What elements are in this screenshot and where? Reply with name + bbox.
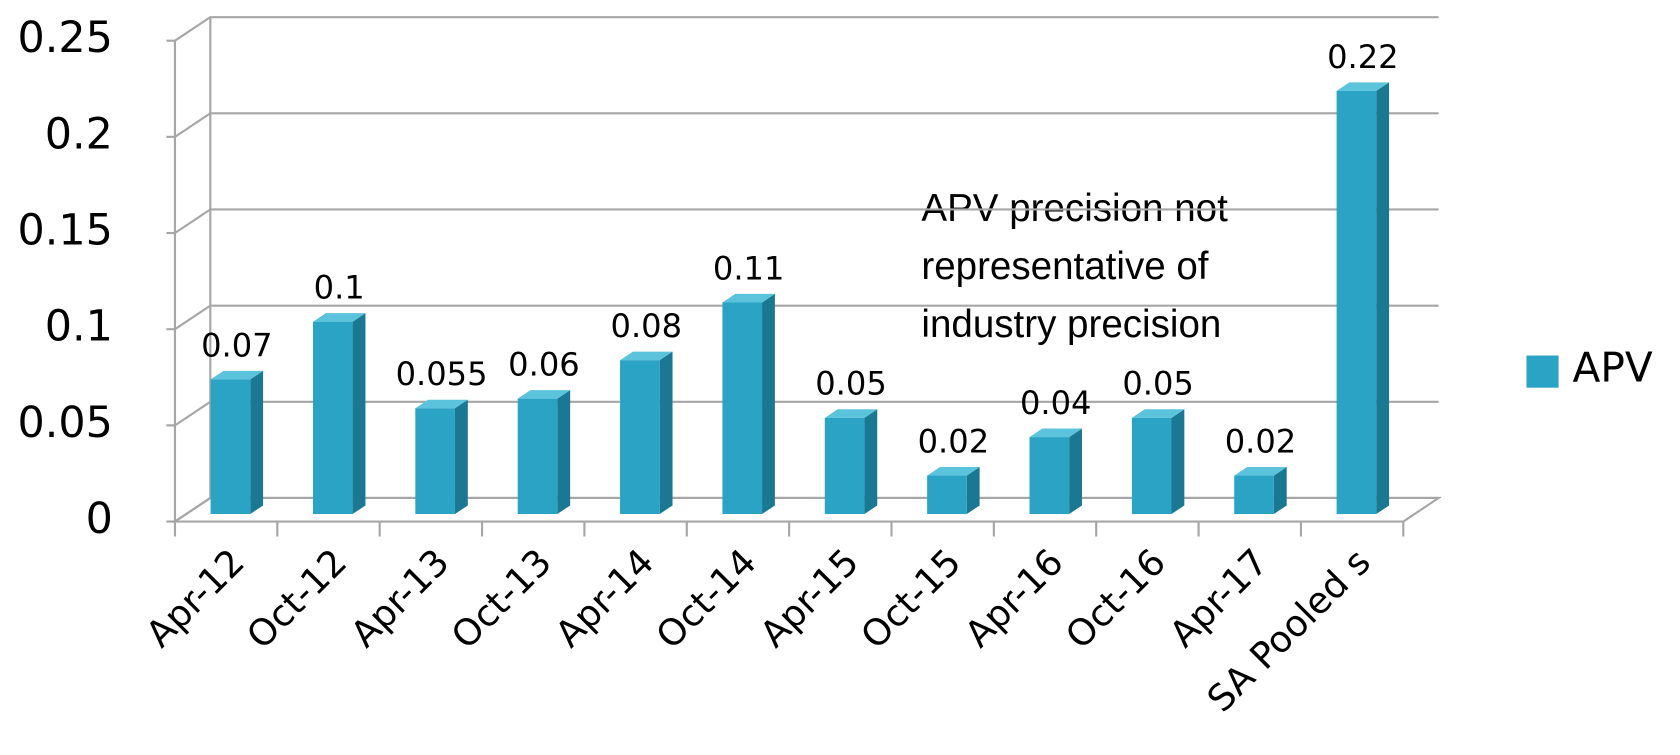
x-tick-label: Oct-13 (443, 540, 560, 657)
x-tick-label: Apr-14 (547, 540, 662, 655)
bar-front (517, 398, 558, 515)
x-tick-label: Apr-12 (137, 540, 252, 655)
bar-top (824, 409, 878, 418)
annotation-line: industry precision (921, 303, 1221, 346)
x-tick-label: Apr-15 (752, 540, 867, 655)
data-label: 0.055 (396, 355, 488, 393)
x-tick-label: Oct-12 (238, 540, 355, 657)
data-label: 0.11 (713, 249, 785, 287)
bar-top (1336, 82, 1390, 91)
bar-top (517, 390, 571, 399)
bar-top (927, 467, 980, 476)
data-label: 0.07 (201, 326, 273, 364)
bar-side (762, 293, 775, 515)
bar-top (1234, 467, 1287, 476)
grid-line (174, 16, 1439, 42)
bar (517, 390, 571, 515)
data-label: 0.22 (1327, 38, 1399, 76)
bar-side (966, 467, 980, 515)
bar (824, 409, 878, 515)
bar-top (722, 293, 775, 303)
data-label: 0.08 (611, 307, 683, 345)
bar-side (557, 390, 571, 515)
bar (312, 313, 366, 515)
x-tick-label: Oct-16 (1057, 540, 1174, 657)
grid-line (174, 496, 1439, 523)
grid-line (174, 304, 1439, 331)
bar (1131, 409, 1185, 515)
data-label: 0.04 (1020, 384, 1091, 422)
bar (1029, 428, 1082, 515)
bar (620, 351, 673, 515)
bar-top (620, 351, 673, 361)
bar-side (352, 313, 366, 515)
bar-top (312, 313, 366, 322)
bar-top (1131, 409, 1185, 418)
bar-top (415, 399, 468, 409)
bar (927, 467, 980, 515)
bar (210, 370, 264, 515)
x-tick-label: Apr-16 (956, 540, 1071, 655)
bar-front (1336, 90, 1377, 515)
data-label: 0.02 (1225, 422, 1297, 460)
bar (1234, 467, 1287, 515)
data-label: 0.05 (815, 365, 887, 403)
y-tick-label: 0.05 (17, 398, 112, 448)
legend-label: APV (1573, 344, 1653, 392)
bar-side (1069, 428, 1082, 515)
bar-front (722, 302, 763, 515)
bar (722, 293, 775, 515)
bar-side (1273, 467, 1287, 515)
bar-front (1234, 475, 1274, 515)
data-label: 0.06 (508, 346, 580, 384)
bar-front (312, 321, 353, 515)
y-tick-label: 0.2 (45, 109, 113, 159)
data-label: 0.05 (1122, 365, 1194, 403)
data-label: 0.02 (918, 422, 990, 460)
y-tick-label: 0 (86, 494, 113, 544)
bar-front (210, 379, 251, 515)
bar-front (1029, 437, 1070, 515)
bar-side (864, 409, 878, 515)
bar-top (1029, 428, 1082, 438)
y-tick-label: 0.1 (45, 302, 113, 352)
bar-side (1376, 82, 1390, 515)
grid-line (174, 112, 1439, 138)
bar-front (824, 417, 865, 515)
bar-front (1131, 417, 1172, 515)
bar-top (210, 370, 264, 380)
bar-side (454, 399, 468, 515)
x-tick-label: Oct-15 (852, 540, 969, 657)
bar-side (1171, 409, 1185, 515)
bar (1336, 82, 1390, 515)
bar-front (620, 360, 660, 515)
grid-line (174, 208, 1439, 234)
grid-line (174, 400, 1439, 427)
bar-side (250, 370, 264, 515)
bar (415, 399, 468, 515)
bar-front (927, 475, 967, 515)
data-label: 0.1 (314, 269, 365, 307)
annotation-line: representative of (921, 245, 1208, 288)
bar-side (659, 351, 673, 515)
legend-swatch (1526, 355, 1559, 388)
bar-front (415, 408, 455, 515)
x-tick-label: Oct-14 (648, 540, 765, 657)
y-tick-label: 0.15 (17, 206, 112, 256)
y-tick-label: 0.25 (17, 13, 112, 63)
x-tick-label: Apr-13 (342, 540, 457, 655)
